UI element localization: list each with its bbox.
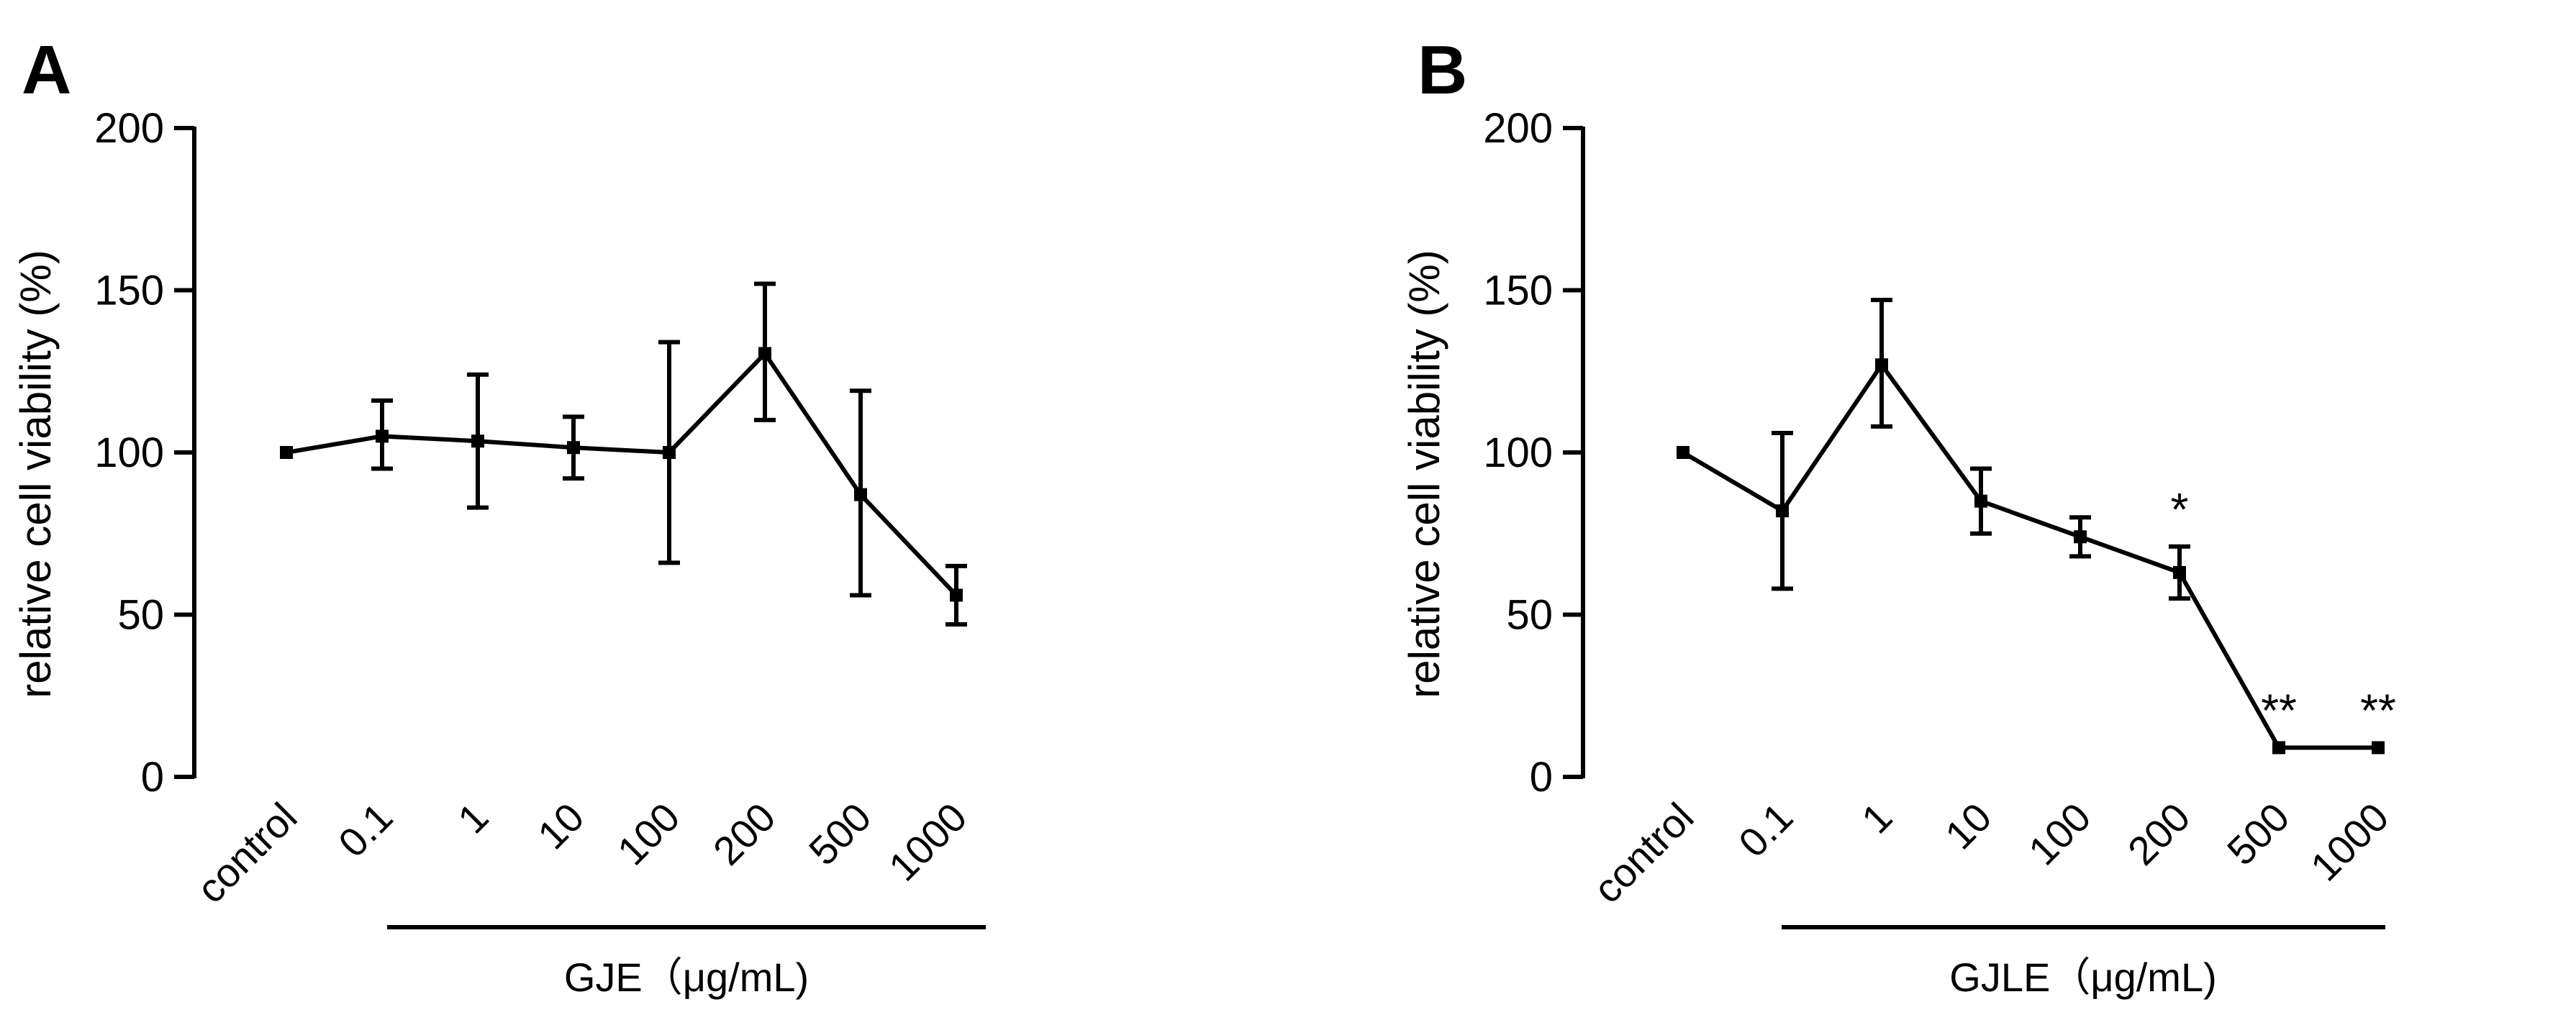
x-tick-label: control xyxy=(1584,794,1702,911)
x-tick-label: 1000 xyxy=(2302,794,2398,890)
x-tick-label: 200 xyxy=(704,794,784,874)
y-axis-title: relative cell viability (%) xyxy=(12,250,60,698)
dose-group-label: GJLE（μg/mL) xyxy=(1949,955,2216,1000)
x-tick-label: 500 xyxy=(800,794,880,874)
y-axis-title: relative cell viability (%) xyxy=(1400,250,1448,698)
data-point xyxy=(950,588,963,602)
data-point xyxy=(1677,446,1690,459)
data-point xyxy=(2074,530,2087,544)
y-tick-label: 150 xyxy=(1483,268,1553,314)
y-tick-label: 0 xyxy=(141,754,164,801)
x-tick-label: 100 xyxy=(2020,794,2100,874)
chart-panel-a: A 0 50 100 150 200 relative cell viability (%)… xyxy=(12,32,986,1000)
x-tick-label: 0.1 xyxy=(1730,794,1802,866)
data-point xyxy=(1875,358,1888,372)
chart-panel-b: B 0 50 100 150 200 relative cell viability (%)… xyxy=(1400,32,2397,1000)
y-tick-label: 200 xyxy=(94,105,164,152)
data-point xyxy=(854,488,867,501)
x-tick-label: 500 xyxy=(2218,794,2298,874)
significance-marker: * xyxy=(2171,483,2189,535)
significance-marker: ** xyxy=(2261,684,2297,736)
y-tick-label: 150 xyxy=(94,268,164,314)
data-point xyxy=(758,347,771,360)
x-tick-label: 1000 xyxy=(880,794,976,890)
data-point xyxy=(2372,741,2385,755)
x-tick-label: 1 xyxy=(1853,794,1901,842)
data-point xyxy=(1974,494,1987,508)
x-tick-label: 0.1 xyxy=(330,794,402,866)
data-point xyxy=(2173,565,2186,579)
data-point xyxy=(471,434,484,448)
y-tick-label: 50 xyxy=(117,592,164,639)
dose-group-label: GJE（μg/mL) xyxy=(564,955,809,1000)
data-point xyxy=(280,446,293,459)
y-tick-label: 0 xyxy=(1530,754,1553,801)
panel-letter: A xyxy=(22,32,71,109)
y-tick-label: 100 xyxy=(94,429,164,476)
y-tick-label: 100 xyxy=(1483,429,1553,476)
x-tick-label: 10 xyxy=(529,794,593,858)
data-point xyxy=(2272,741,2285,755)
data-point xyxy=(1776,504,1789,518)
x-tick-label: 200 xyxy=(2119,794,2199,874)
y-tick-label: 50 xyxy=(1506,592,1553,639)
significance-marker: ** xyxy=(2360,684,2396,736)
data-point xyxy=(567,441,580,455)
x-tick-label: control xyxy=(188,794,305,911)
x-tick-label: 100 xyxy=(609,794,689,874)
series-line xyxy=(1682,361,2378,750)
data-point xyxy=(376,429,389,443)
y-tick-label: 200 xyxy=(1483,105,1553,152)
x-tick-label: 1 xyxy=(449,794,497,842)
panel-letter: B xyxy=(1418,32,1467,109)
series-line xyxy=(286,350,958,597)
data-point xyxy=(663,446,676,459)
x-tick-label: 10 xyxy=(1936,794,2000,858)
